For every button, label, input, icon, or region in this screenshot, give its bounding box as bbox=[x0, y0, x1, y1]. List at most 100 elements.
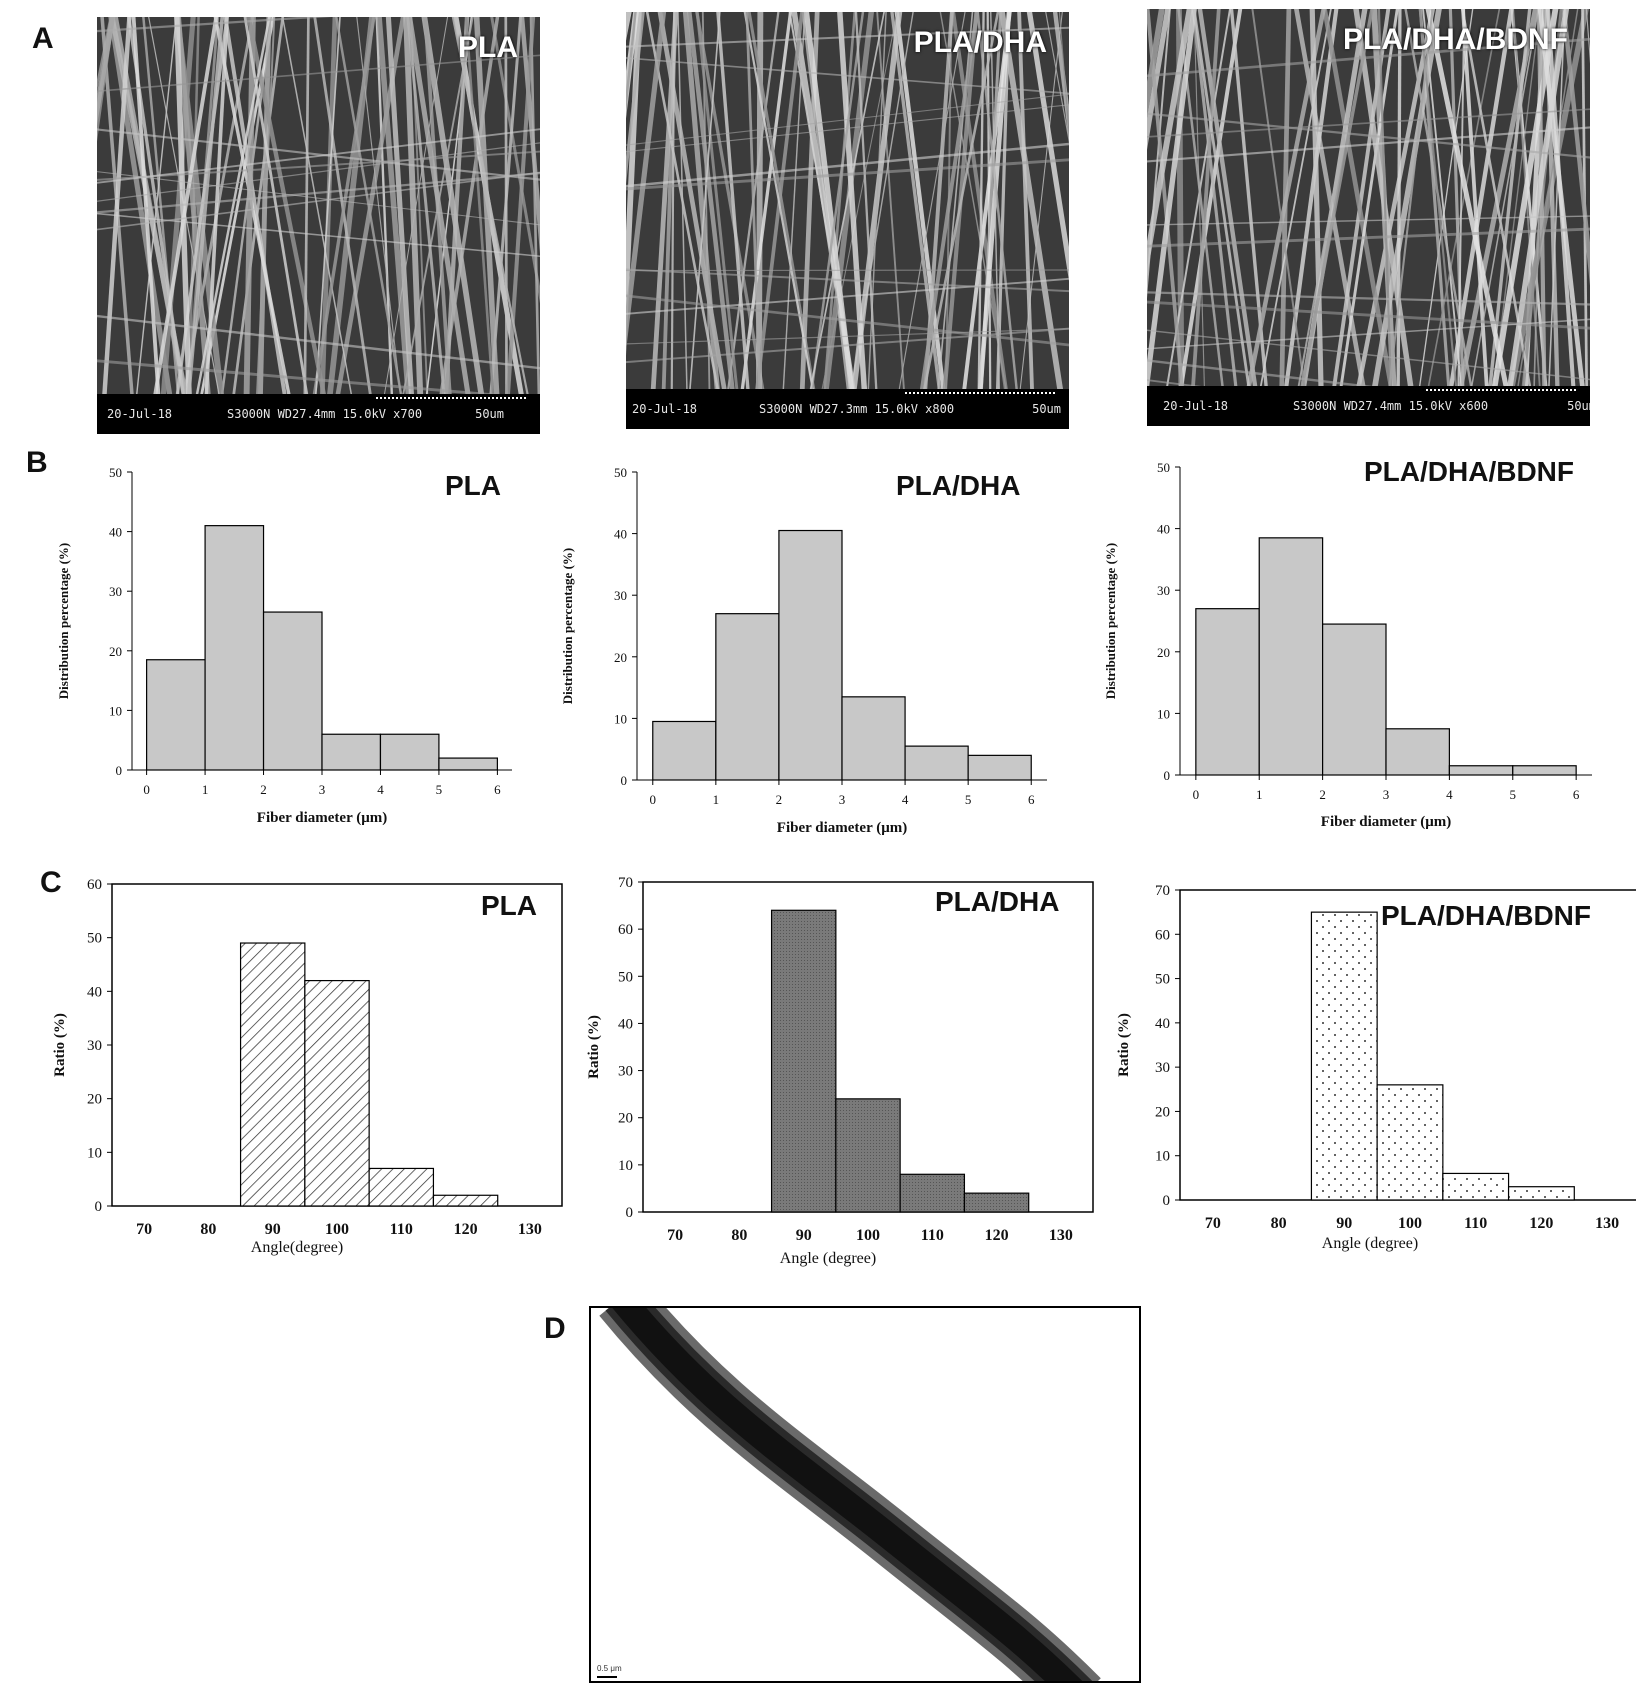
y-tick-label: 50 bbox=[109, 465, 122, 480]
sem-image-pla: PLA 20-Jul-18 S3000N WD27.4mm 15.0kV x70… bbox=[97, 17, 540, 434]
fiber-texture bbox=[1147, 9, 1590, 386]
x-tick-label: 80 bbox=[200, 1221, 216, 1238]
panel-letter-a: A bbox=[32, 22, 54, 55]
x-tick-label: 2 bbox=[776, 792, 783, 807]
histogram-bar bbox=[1322, 623, 1387, 776]
x-tick-label: 4 bbox=[377, 782, 384, 797]
x-tick-label: 0 bbox=[1193, 787, 1200, 802]
x-tick-label: 110 bbox=[921, 1227, 944, 1244]
x-axis-label: Angle (degree) bbox=[780, 1250, 876, 1267]
x-tick-label: 70 bbox=[136, 1221, 152, 1238]
histogram-bar bbox=[379, 733, 440, 771]
histogram-bar bbox=[652, 720, 717, 781]
sem-image-label: PLA bbox=[458, 31, 518, 64]
x-tick-label: 80 bbox=[731, 1227, 747, 1244]
chart-title: PLA bbox=[445, 470, 501, 501]
x-tick-label: 130 bbox=[518, 1221, 542, 1238]
scale-dots bbox=[905, 392, 1055, 398]
x-tick-label: 70 bbox=[667, 1227, 683, 1244]
x-tick-label: 0 bbox=[650, 792, 657, 807]
y-tick-label: 60 bbox=[87, 877, 102, 893]
x-tick-label: 5 bbox=[965, 792, 972, 807]
y-axis-label: Ratio (%) bbox=[1116, 1013, 1132, 1077]
y-tick-label: 20 bbox=[1155, 1104, 1170, 1120]
x-tick-label: 120 bbox=[985, 1227, 1009, 1244]
x-tick-label: 70 bbox=[1205, 1215, 1221, 1232]
histogram-bar bbox=[1512, 765, 1577, 776]
x-tick-label: 110 bbox=[390, 1221, 413, 1238]
x-tick-label: 80 bbox=[1271, 1215, 1287, 1232]
y-tick-label: 30 bbox=[1157, 583, 1170, 598]
chart-title: PLA/DHA/BDNF bbox=[1381, 900, 1591, 931]
y-tick-label: 50 bbox=[614, 465, 627, 480]
y-tick-label: 60 bbox=[1155, 927, 1170, 943]
x-tick-label: 1 bbox=[202, 782, 209, 797]
y-axis-label: Ratio (%) bbox=[52, 1013, 68, 1077]
x-axis-label: Angle(degree) bbox=[251, 1239, 343, 1256]
histogram-bar bbox=[239, 942, 306, 1207]
y-tick-label: 0 bbox=[116, 763, 123, 778]
histogram-bar bbox=[1385, 728, 1450, 776]
x-tick-label: 6 bbox=[1573, 787, 1580, 802]
x-tick-label: 90 bbox=[265, 1221, 281, 1238]
x-tick-label: 90 bbox=[796, 1227, 812, 1244]
x-tick-label: 100 bbox=[1398, 1215, 1422, 1232]
histogram-bar bbox=[1507, 1186, 1575, 1201]
histogram-bar bbox=[204, 525, 265, 771]
y-tick-label: 0 bbox=[1163, 1193, 1171, 1209]
x-tick-label: 120 bbox=[454, 1221, 478, 1238]
histogram-bar bbox=[715, 613, 780, 781]
panel-letter-d: D bbox=[544, 1312, 566, 1345]
histogram-bar bbox=[835, 1098, 901, 1213]
sem-info: S3000N WD27.4mm 15.0kV x600 bbox=[1293, 399, 1489, 413]
y-tick-label: 20 bbox=[109, 644, 122, 659]
y-tick-label: 20 bbox=[87, 1092, 102, 1108]
y-tick-label: 10 bbox=[109, 703, 122, 718]
x-tick-label: 6 bbox=[494, 782, 501, 797]
y-tick-label: 40 bbox=[618, 1016, 633, 1032]
y-tick-label: 40 bbox=[109, 525, 122, 540]
y-tick-label: 30 bbox=[109, 584, 122, 599]
histogram-bar bbox=[146, 659, 206, 771]
y-tick-label: 70 bbox=[1155, 883, 1170, 899]
x-tick-label: 2 bbox=[260, 782, 267, 797]
y-tick-label: 10 bbox=[614, 711, 627, 726]
tem-scale-label: 0.5 μm bbox=[597, 1664, 622, 1673]
x-tick-label: 2 bbox=[1319, 787, 1326, 802]
sem-scale: 50um bbox=[1567, 399, 1590, 413]
y-axis-label: Distribution percentage (%) bbox=[1103, 543, 1118, 699]
y-tick-label: 20 bbox=[1157, 645, 1170, 660]
x-tick-label: 120 bbox=[1529, 1215, 1553, 1232]
x-tick-label: 110 bbox=[1464, 1215, 1487, 1232]
y-axis-label: Distribution percentage (%) bbox=[56, 543, 71, 699]
y-tick-label: 50 bbox=[1157, 460, 1170, 475]
x-tick-label: 3 bbox=[839, 792, 846, 807]
histogram-bar bbox=[770, 909, 837, 1213]
x-axis-label: Fiber diameter (μm) bbox=[777, 820, 907, 836]
y-tick-label: 30 bbox=[614, 588, 627, 603]
fiber-texture bbox=[97, 17, 540, 394]
x-tick-label: 90 bbox=[1336, 1215, 1352, 1232]
histogram-bar bbox=[1442, 1172, 1510, 1201]
histogram-bar bbox=[904, 745, 969, 781]
histogram-bar bbox=[1310, 911, 1378, 1201]
single-fiber bbox=[599, 1308, 1101, 1681]
chart-title: PLA/DHA bbox=[896, 470, 1021, 501]
y-tick-label: 40 bbox=[1155, 1016, 1170, 1032]
sem-date: 20-Jul-18 bbox=[1163, 399, 1229, 413]
y-tick-label: 40 bbox=[1157, 522, 1170, 537]
sem-image-label: PLA/DHA bbox=[913, 26, 1047, 59]
sem-info: S3000N WD27.4mm 15.0kV x700 bbox=[227, 407, 423, 421]
histogram-bar bbox=[899, 1173, 966, 1213]
histogram-bar bbox=[304, 979, 370, 1207]
x-tick-label: 100 bbox=[856, 1227, 880, 1244]
chart-title: PLA bbox=[481, 890, 537, 921]
y-tick-label: 40 bbox=[614, 527, 627, 542]
sem-date: 20-Jul-18 bbox=[632, 402, 698, 416]
histogram-bar bbox=[841, 696, 906, 781]
tem-scale-bar bbox=[597, 1676, 617, 1678]
